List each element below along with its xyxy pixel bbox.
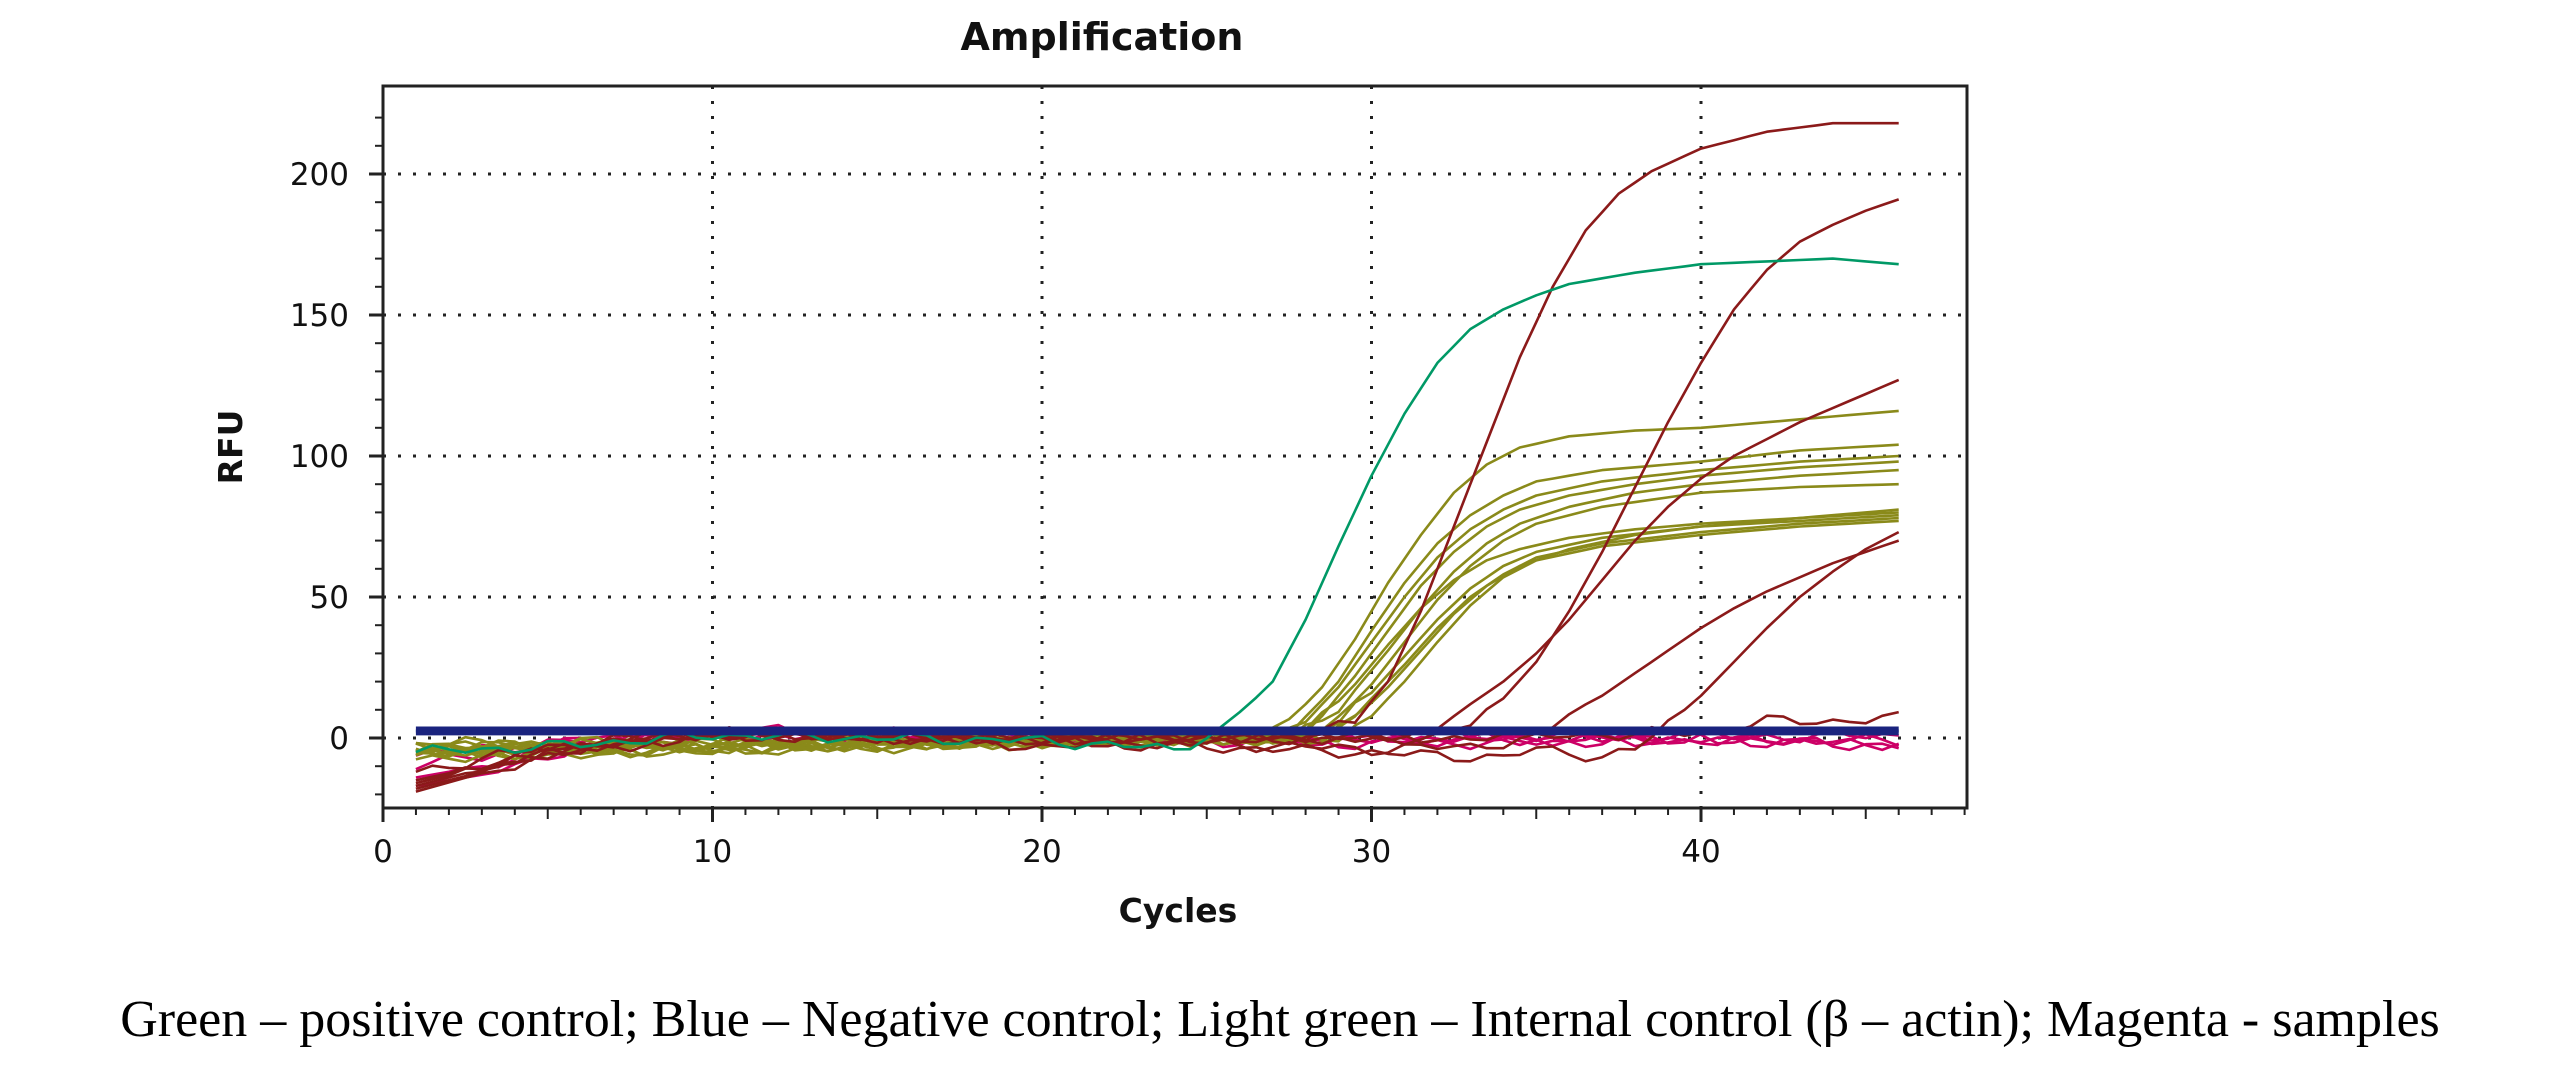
y-tick-label: 100 [290, 439, 349, 475]
chart-title: Amplification [961, 15, 1244, 59]
grid-lines [383, 86, 1967, 808]
series-line-internal-control [415, 468, 1899, 754]
y-tick-label: 200 [290, 157, 349, 193]
series-line-internal-control [415, 516, 1899, 750]
x-tick-label: 30 [1352, 834, 1391, 870]
y-tick-label: 50 [310, 580, 349, 616]
series-lines [415, 121, 1900, 793]
series-line-sigmoid-samples [415, 530, 1900, 785]
series-line-internal-control [415, 511, 1899, 755]
x-tick-label: 10 [693, 834, 732, 870]
amplification-chart: Amplification 0 10 20 30 40 0 50 100 150 200 Cycl… [211, 15, 1969, 930]
y-tick-label: 150 [290, 298, 349, 334]
x-tick-label: 20 [1022, 834, 1061, 870]
figure-caption: Green – positive control; Blue – Negativ… [120, 991, 2440, 1048]
series-line-internal-control [415, 409, 1899, 753]
series-line-internal-control [415, 443, 1899, 757]
tick-labels: 0 10 20 30 40 0 50 100 150 200 [290, 157, 1721, 870]
y-tick-label: 0 [329, 721, 349, 757]
series-line-internal-control [415, 508, 1899, 759]
series-line-internal-control [415, 482, 1899, 764]
series-line-internal-control [415, 519, 1899, 753]
x-axis-label: Cycles [1119, 891, 1238, 930]
plot-frame [381, 84, 1969, 810]
y-axis-label: RFU [211, 410, 250, 485]
series-line-internal-control [415, 513, 1899, 761]
x-tick-label: 40 [1681, 834, 1720, 870]
x-tick-label: 0 [373, 834, 393, 870]
series-line-positive-control [415, 257, 1899, 754]
series-line-sigmoid-samples [415, 378, 1900, 788]
series-line-sigmoid-samples [415, 198, 1900, 782]
axis-ticks [369, 116, 1966, 822]
